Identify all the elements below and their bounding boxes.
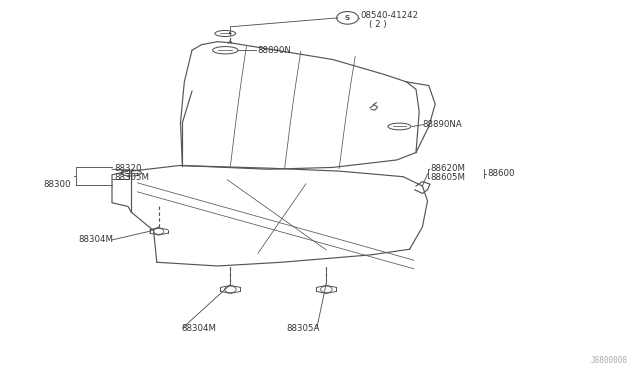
Text: S: S	[345, 15, 350, 21]
Text: 88605M: 88605M	[430, 173, 465, 182]
Text: J8800008: J8800008	[590, 356, 627, 365]
Text: 88890N: 88890N	[257, 46, 291, 55]
Text: 88304M: 88304M	[181, 324, 216, 333]
Text: 88890NA: 88890NA	[422, 120, 462, 129]
Text: 88305A: 88305A	[287, 324, 320, 333]
Text: 08540-41242: 08540-41242	[360, 12, 419, 20]
Text: 88320: 88320	[114, 164, 141, 173]
Text: 88300: 88300	[43, 180, 70, 189]
Text: 88600: 88600	[488, 169, 515, 178]
Text: 88620M: 88620M	[430, 164, 465, 173]
Text: 88305M: 88305M	[114, 173, 149, 182]
Text: ( 2 ): ( 2 )	[369, 20, 387, 29]
Text: 88304M: 88304M	[79, 235, 114, 244]
